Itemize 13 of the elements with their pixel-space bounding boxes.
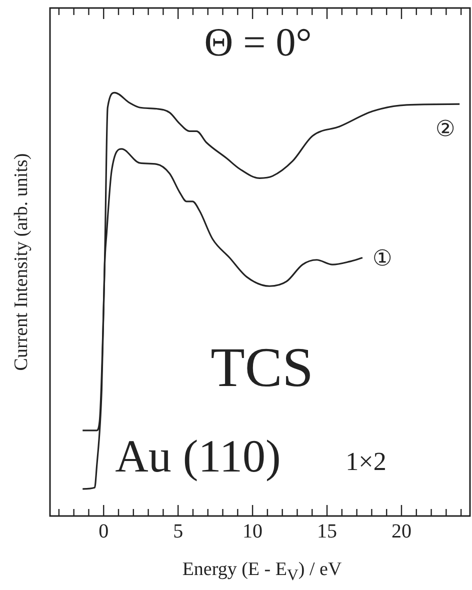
x-tick-label: 5 [173, 520, 184, 542]
x-tick-label: 0 [98, 520, 109, 542]
text: Θ = 0° [204, 18, 312, 66]
x-tick-label: 20 [391, 520, 412, 542]
x-axis-title: Energy (E - E$_{V}$) / eV [182, 559, 342, 585]
annotation: Au (110) [115, 430, 281, 482]
y-axis-title: Current Intensity (arb. units) [11, 153, 33, 371]
series-label: ① [372, 246, 392, 271]
x-tick-label: 15 [317, 520, 338, 542]
annotation: 1×2 [346, 447, 386, 477]
annotation: TCS [210, 336, 314, 400]
series-label: ② [436, 116, 456, 141]
x-tick-label: 10 [242, 520, 263, 542]
